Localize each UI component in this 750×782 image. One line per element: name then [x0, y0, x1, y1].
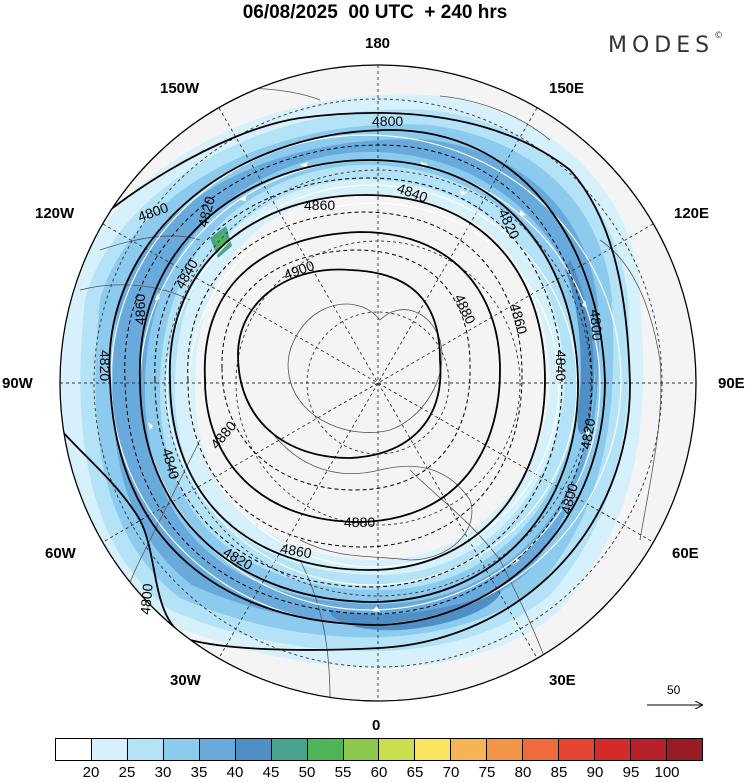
contour-label: 4860	[507, 302, 531, 336]
contour-label: 4860	[132, 294, 148, 325]
contour-label: 4880	[344, 514, 375, 530]
map-title: 06/08/2025 00 UTC + 240 hrs	[242, 2, 508, 23]
colorbar-tick-label: 60	[370, 764, 388, 781]
colorbar-swatch	[235, 739, 272, 760]
lon-label-150e: 150E	[549, 80, 585, 97]
colorbar-swatch	[56, 739, 92, 760]
colorbar-tick-label: 65	[406, 764, 424, 781]
colorbar-tick-label: 70	[442, 764, 460, 781]
colorbar-tick-label: 20	[82, 764, 100, 781]
contour-label: 4860	[279, 540, 313, 561]
graticule	[60, 65, 696, 701]
intermediate-contours	[124, 144, 593, 615]
lon-label-180: 180	[365, 35, 391, 52]
lon-label-120w: 120W	[35, 205, 75, 222]
colorbar-tick-label: 85	[550, 764, 568, 781]
contour-label: 4800	[587, 309, 606, 342]
colorbar-swatch	[595, 739, 631, 760]
lon-label-0: 0	[372, 717, 381, 734]
colorbar-tick-label: 95	[622, 764, 640, 781]
lon-label-150w: 150W	[160, 80, 200, 97]
colorbar-swatch	[199, 739, 236, 760]
colorbar-swatch	[487, 739, 524, 760]
height-contours	[60, 112, 631, 651]
contour-label: 4800	[137, 583, 156, 616]
colorbar-swatch	[559, 739, 596, 760]
colorbar-tick-label: 40	[226, 764, 244, 781]
colorbar-tick-label: 75	[478, 764, 496, 781]
colorbar-tick-label: 80	[514, 764, 532, 781]
colorbar-swatch	[343, 739, 380, 760]
lon-label-30w: 30W	[170, 672, 201, 689]
contour-label: 4840	[159, 447, 183, 481]
colorbar-tick-label: 25	[118, 764, 136, 781]
colorbar-tick-label: 35	[190, 764, 208, 781]
lon-label-120e: 120E	[674, 205, 710, 222]
colorbar-swatch	[163, 739, 200, 760]
reference-vector-label: 50	[667, 683, 681, 697]
colorbar-swatch	[271, 739, 308, 760]
map-boundary	[59, 64, 697, 702]
brand-name: MODES	[608, 33, 715, 58]
colorbar-swatch	[631, 739, 667, 760]
contour-label: 4820	[194, 194, 218, 228]
colorbar-swatch	[415, 739, 452, 760]
lon-label-30e: 30E	[549, 672, 576, 689]
streamline-arrowheads	[148, 162, 590, 612]
colorbar-tick-label: 30	[154, 764, 172, 781]
colorbar-tick-label: 100	[654, 764, 680, 781]
colorbar-swatch	[91, 739, 128, 760]
contour-label: 4840	[553, 350, 569, 381]
contour-label: 4860	[304, 197, 335, 213]
contour-label: 4800	[557, 481, 581, 515]
lon-label-90e: 90E	[718, 375, 745, 392]
lon-label-90w: 90W	[2, 375, 33, 392]
colorbar-tick-label: 45	[262, 764, 280, 781]
colorbar-tick-label: 50	[298, 764, 316, 781]
contour-label: 4820	[577, 417, 598, 451]
lon-label-60w: 60W	[45, 545, 76, 562]
lon-label-60e: 60E	[672, 545, 699, 562]
contour-label: 4820	[97, 350, 113, 381]
colorbar-swatch	[379, 739, 416, 760]
copyright-mark: ©	[714, 31, 724, 41]
colorbar-swatch	[307, 739, 344, 760]
colorbar-swatch	[451, 739, 488, 760]
colorbar-swatch	[523, 739, 560, 760]
colorbar-swatch	[666, 739, 702, 760]
colorbar	[55, 738, 703, 761]
contour-label: 4800	[372, 113, 403, 129]
colorbar-swatch	[127, 739, 164, 760]
colorbar-tick-label: 55	[334, 764, 352, 781]
modes-logo: MODES©	[608, 31, 724, 58]
colorbar-tick-label: 90	[586, 764, 604, 781]
